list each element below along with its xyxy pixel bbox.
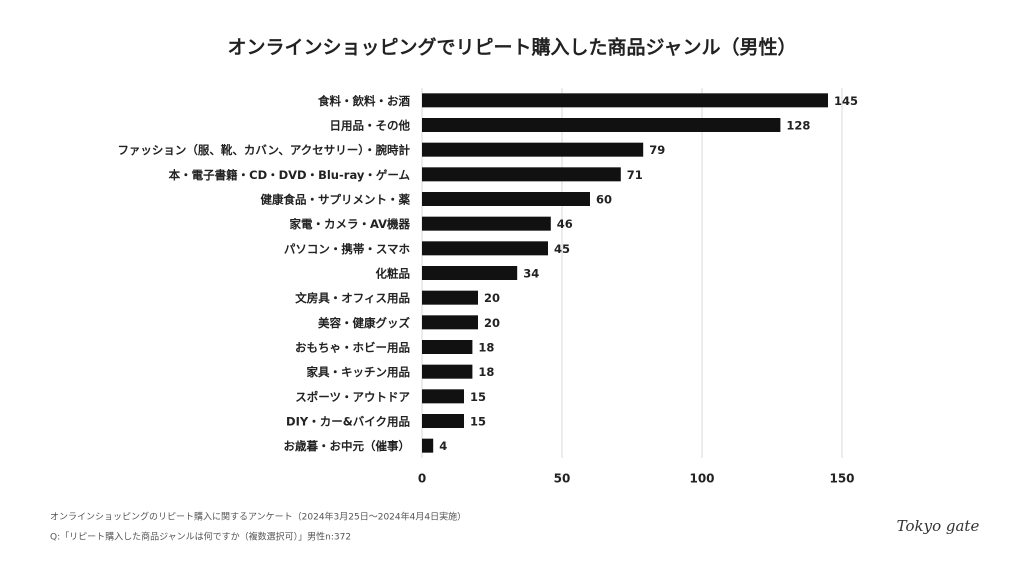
- y-tick-label: 家電・カメラ・AV機器: [289, 217, 410, 231]
- bar: [422, 93, 828, 108]
- y-tick-label: ファッション（服、靴、カバン、アクセサリー）・腕時計: [117, 143, 410, 157]
- chart-title: オンラインショッピングでリピート購入した商品ジャンル（男性）: [227, 36, 796, 59]
- y-tick-label: 食料・飲料・お酒: [318, 94, 410, 108]
- bar: [422, 142, 644, 157]
- bar: [422, 192, 590, 206]
- bar: [422, 290, 478, 305]
- y-tick-label: スポーツ・アウトドア: [295, 390, 410, 404]
- y-tick-label: 日用品・その他: [330, 119, 411, 133]
- data-label: 128: [786, 119, 810, 133]
- data-label: 15: [470, 390, 486, 404]
- data-label: 18: [478, 365, 494, 379]
- y-tick-label: 化粧品: [376, 267, 411, 281]
- footnote: オンラインショッピングのリピート購入に関するアンケート（2024年3月25日〜2…: [50, 511, 466, 523]
- bar: [422, 241, 548, 256]
- bar: [422, 118, 781, 132]
- data-label: 18: [478, 341, 494, 355]
- bar: [422, 315, 478, 330]
- bar: [422, 389, 464, 404]
- data-label: 46: [557, 217, 573, 231]
- bar: [422, 216, 551, 231]
- y-tick-label: お歳暮・お中元（催事）: [284, 439, 411, 453]
- x-tick-label: 0: [418, 472, 426, 486]
- y-tick-label: 本・電子書籍・CD・DVD・Blu-ray・ゲーム: [169, 168, 411, 182]
- data-label: 45: [554, 242, 570, 256]
- data-label: 20: [484, 291, 500, 305]
- y-tick-label: 美容・健康グッズ: [318, 316, 410, 330]
- y-tick-label: おもちゃ・ホビー用品: [295, 341, 410, 355]
- data-label: 20: [484, 316, 500, 330]
- data-label: 71: [627, 168, 643, 182]
- data-label: 79: [649, 143, 665, 157]
- data-label: 15: [470, 415, 486, 429]
- x-tick-label: 100: [689, 472, 714, 486]
- bar: [422, 340, 473, 354]
- bar: [422, 438, 434, 453]
- y-tick-label: パソコン・携帯・スマホ: [284, 242, 411, 256]
- x-tick-label: 50: [554, 472, 571, 486]
- data-label: 60: [596, 193, 612, 207]
- y-tick-label: DIY・カー&バイク用品: [286, 415, 410, 429]
- footnote: Q:「リピート購入した商品ジャンルは何ですか（複数選択可）」男性n:372: [50, 531, 351, 543]
- x-tick-label: 150: [829, 472, 854, 486]
- bar: [422, 364, 473, 379]
- bar: [422, 414, 464, 428]
- bar: [422, 266, 518, 280]
- bar: [422, 167, 621, 182]
- y-tick-label: 家具・キッチン用品: [307, 365, 411, 379]
- logo: Tokyo gate: [897, 517, 980, 535]
- data-label: 4: [439, 439, 447, 453]
- data-label: 34: [523, 267, 539, 281]
- data-label: 145: [834, 94, 858, 108]
- y-tick-label: 文房具・オフィス用品: [295, 291, 410, 305]
- y-tick-label: 健康食品・サプリメント・薬: [261, 193, 411, 207]
